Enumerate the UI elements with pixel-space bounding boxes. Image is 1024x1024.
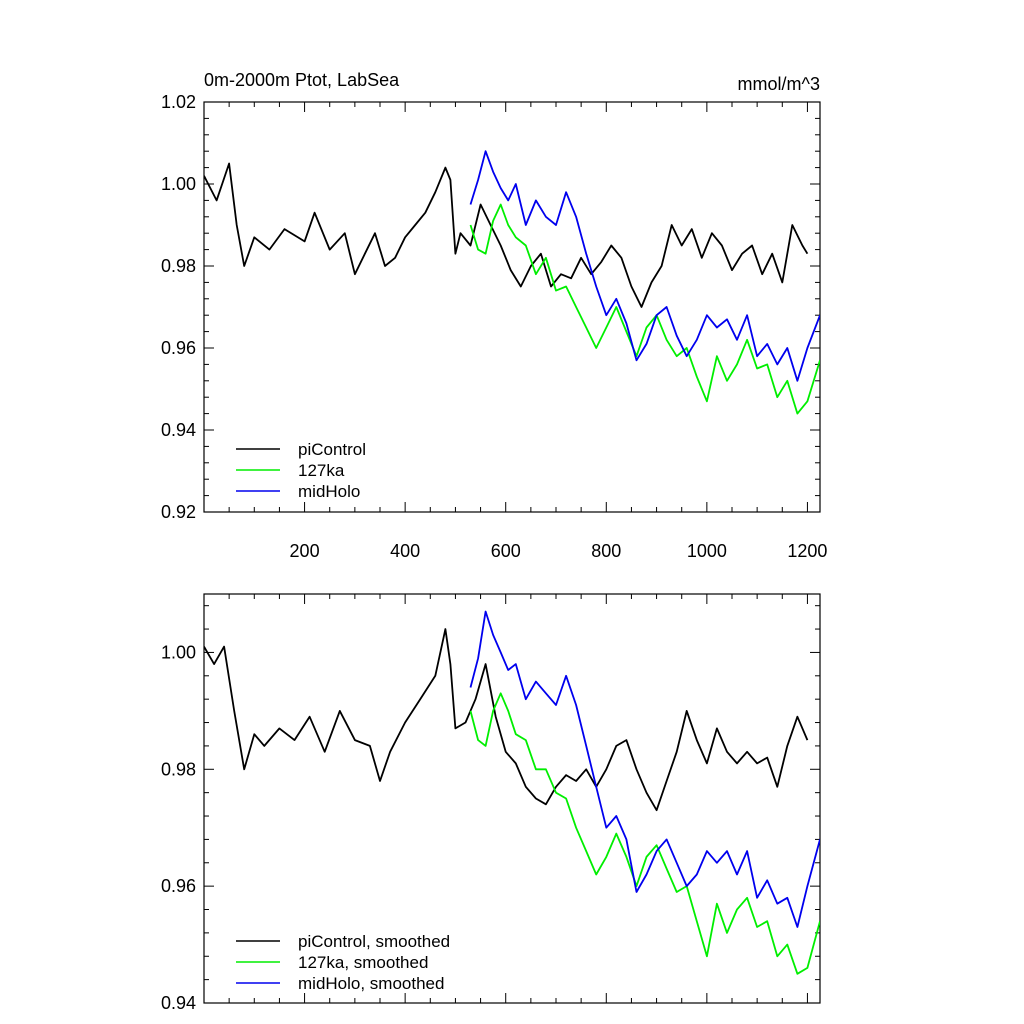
y-tick-label: 0.98 (161, 256, 196, 276)
plot-frame (203, 101, 821, 513)
x-tick-label: 200 (290, 541, 320, 561)
x-tick-label: 400 (390, 541, 420, 561)
series-line-midholo (469, 150, 820, 382)
x-tick-label: 1000 (687, 541, 727, 561)
y-tick-label: 1.02 (161, 92, 196, 112)
legend-label: midHolo (298, 482, 360, 501)
y-tick-label: 0.94 (161, 420, 196, 440)
chart-panel-bottom: 0.94 0.96 0.98 1.00 piControl, smoothed 127ka… (161, 593, 821, 1013)
x-tick-label: 600 (491, 541, 521, 561)
series-line-127ka-smoothed (469, 692, 820, 975)
y-tick-label: 1.00 (161, 642, 196, 662)
chart-title: 0m-2000m Ptot, LabSea (204, 70, 400, 90)
plot-frame (203, 593, 821, 1004)
chart-units: mmol/m^3 (738, 74, 820, 94)
y-tick-label: 0.96 (161, 338, 196, 358)
legend-label: 127ka, smoothed (298, 953, 428, 972)
series-line-picontrol (204, 162, 809, 308)
x-tick-label: 1200 (787, 541, 827, 561)
y-tick-label: 0.92 (161, 502, 196, 522)
legend-label: 127ka (298, 461, 345, 480)
legend-label: midHolo, smoothed (298, 974, 444, 993)
legend-label: piControl (298, 440, 366, 459)
y-tick-label: 0.96 (161, 876, 196, 896)
x-tick-label: 800 (591, 541, 621, 561)
legend-label: piControl, smoothed (298, 932, 450, 951)
y-tick-label: 0.98 (161, 759, 196, 779)
series-line-picontrol-smoothed (204, 628, 809, 812)
series-line-midholo-smoothed (469, 610, 820, 928)
chart-panel-top: 0.92 0.94 0.96 0.98 1.00 1.02 200 400 600 800 1000… (161, 70, 827, 561)
series-line-127ka (469, 203, 820, 415)
y-tick-label: 1.00 (161, 174, 196, 194)
y-tick-label: 0.94 (161, 993, 196, 1013)
